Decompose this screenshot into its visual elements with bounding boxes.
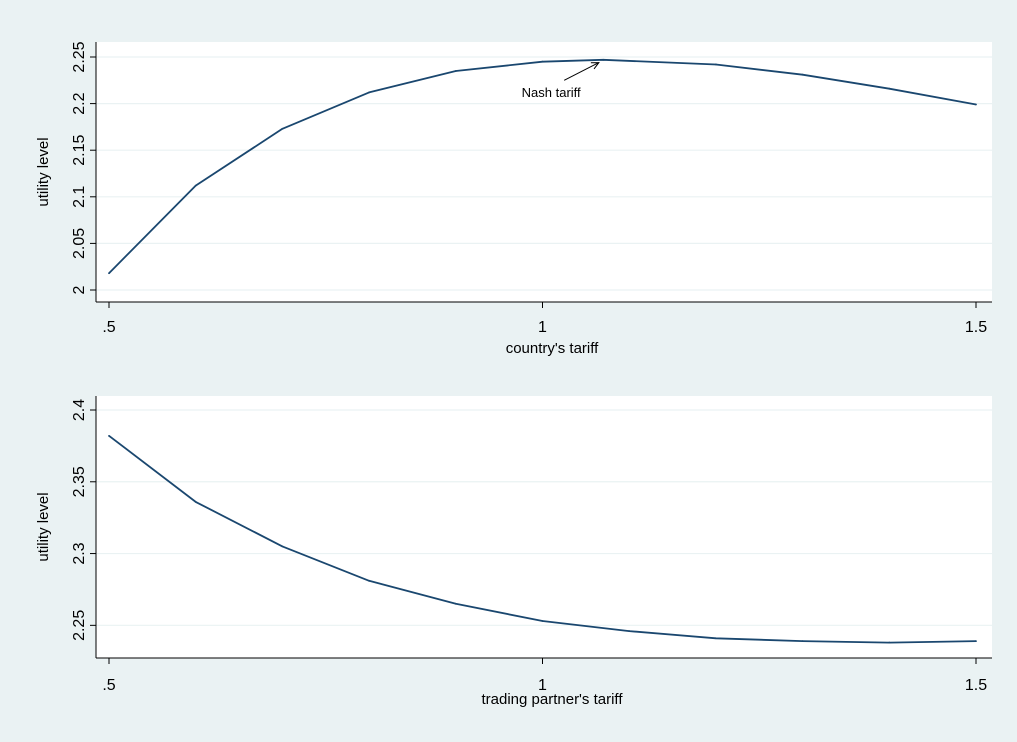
data-point bbox=[628, 630, 631, 632]
data-point bbox=[888, 641, 891, 644]
data-point bbox=[194, 184, 197, 187]
annotation-label: Nash tariff bbox=[522, 85, 581, 100]
x-tick-label: 1.5 bbox=[965, 319, 987, 336]
data-point bbox=[541, 60, 544, 63]
y-tick-label: 2.1 bbox=[71, 186, 88, 208]
y-axis-label: utility level bbox=[35, 492, 52, 561]
data-point bbox=[454, 70, 457, 72]
data-point bbox=[801, 640, 804, 643]
x-tick-label: .5 bbox=[102, 319, 115, 336]
data-point bbox=[602, 58, 605, 61]
annotation-arrow bbox=[563, 62, 600, 81]
y-tick-label: 2.2 bbox=[71, 92, 88, 114]
x-tick-label: .5 bbox=[102, 677, 115, 694]
data-point bbox=[454, 602, 457, 605]
x-tick-label: 1 bbox=[538, 319, 547, 336]
plot-area bbox=[96, 396, 992, 658]
y-tick-label: 2.25 bbox=[71, 41, 88, 72]
data-point bbox=[108, 272, 110, 275]
y-tick-label: 2.05 bbox=[71, 228, 88, 259]
x-axis-label: country's tariff bbox=[506, 340, 599, 357]
data-point bbox=[281, 127, 284, 130]
x-tick-label: 1.5 bbox=[965, 677, 987, 694]
data-point bbox=[715, 63, 717, 66]
data-point bbox=[368, 91, 370, 94]
data-point bbox=[975, 103, 977, 106]
data-point bbox=[368, 579, 370, 582]
y-tick-label: 2.4 bbox=[71, 399, 88, 421]
y-tick-label: 2.3 bbox=[71, 542, 88, 564]
data-point bbox=[541, 620, 544, 622]
plot-area bbox=[96, 42, 992, 302]
top-chart-panel: 2 2.05 2.1 2.15 2.2 2.25 .5 1 1.5 country's tarif… bbox=[35, 41, 992, 357]
data-point bbox=[715, 637, 717, 640]
annotation-arrowhead bbox=[590, 62, 600, 70]
y-tick-label: 2 bbox=[71, 285, 88, 294]
x-axis-label: trading partner's tariff bbox=[482, 691, 624, 708]
y-axis-label: utility level bbox=[35, 137, 52, 206]
data-point bbox=[888, 87, 891, 90]
data-point bbox=[281, 545, 284, 548]
data-point bbox=[108, 434, 110, 437]
data-point bbox=[194, 500, 197, 503]
data-point bbox=[801, 73, 804, 76]
y-tick-label: 2.35 bbox=[71, 466, 88, 497]
y-tick-label: 2.15 bbox=[71, 135, 88, 166]
data-point bbox=[975, 640, 977, 643]
y-tick-label: 2.25 bbox=[71, 610, 88, 641]
x-tick-label: 1 bbox=[538, 677, 547, 694]
bottom-chart-panel: 2.25 2.3 2.35 2.4 .5 1 1.5 trading partner's ta… bbox=[35, 396, 992, 708]
